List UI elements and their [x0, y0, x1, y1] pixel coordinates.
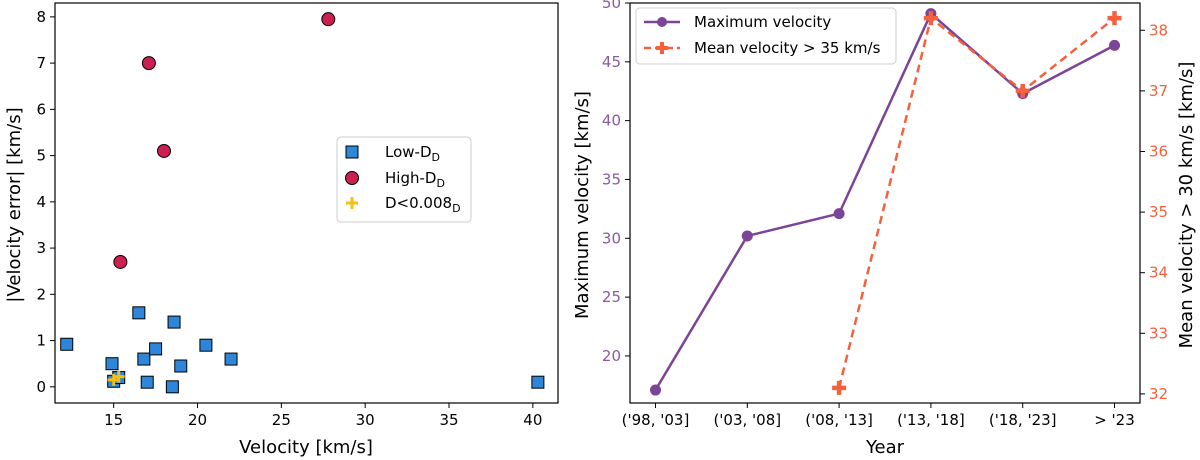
scatter-point-dd-threshold — [112, 370, 125, 383]
data-point-max-velocity — [833, 208, 845, 220]
scatter-point-high-dd — [321, 12, 336, 27]
line-x-axis-title: Year — [865, 437, 905, 458]
line-left-y-tick-label: 20 — [602, 347, 621, 365]
scatter-point-low-dd — [132, 306, 146, 320]
legend-marker-dd-threshold — [346, 197, 358, 209]
line-left-y-tick-label: 45 — [602, 53, 621, 71]
legend-marker-low-dd — [345, 145, 359, 159]
scatter-y-tick-label: 6 — [36, 100, 46, 118]
scatter-x-tick-label: 30 — [356, 411, 375, 429]
data-point-max-velocity — [1109, 39, 1120, 51]
line-right-y-tick-label: 33 — [1149, 324, 1168, 342]
scatter-point-high-dd — [156, 143, 171, 158]
line-right-y-tick-label: 35 — [1149, 203, 1168, 221]
legend-label-dd-threshold: D<0.008D — [385, 194, 461, 215]
line-x-tick-label: ('08, '13] — [805, 411, 873, 429]
scatter-point-low-dd — [140, 375, 154, 389]
scatter-y-axis-title: |Velocity error| [km/s] — [4, 107, 25, 302]
scatter-point-low-dd — [224, 352, 238, 366]
line-x-tick-label: ('03, '08] — [713, 411, 781, 429]
line-legend-box — [635, 7, 897, 65]
line-left-y-tick-label: 35 — [602, 170, 621, 188]
series-line-mean-velocity — [837, 15, 1116, 389]
line-left-y-tick-label: 25 — [602, 288, 621, 306]
line-right-y-axis-title: Mean velocity > 30 km/s [km/s] — [1176, 62, 1197, 349]
scatter-point-low-dd — [60, 337, 74, 351]
scatter-y-tick-label: 4 — [36, 193, 46, 211]
data-point-mean-velocity — [923, 11, 938, 26]
scatter-y-tick-label: 8 — [36, 8, 46, 26]
scatter-point-low-dd — [165, 380, 179, 394]
legend-label-high-dd: High-DD — [385, 169, 445, 190]
line-plot-frame — [629, 2, 1141, 404]
scatter-plot-frame — [54, 2, 559, 404]
data-point-max-velocity — [650, 384, 661, 396]
legend-label-mean-velocity: Mean velocity > 35 km/s — [694, 39, 881, 57]
line-right-y-tick-label: 37 — [1149, 82, 1168, 100]
legend-marker-mean-velocity — [656, 42, 668, 54]
scatter-legend: Low-DD High-DD D<0.008D — [336, 136, 472, 223]
data-point-mean-velocity — [1015, 83, 1030, 98]
line-right-y-ticks: 32 33 34 35 36 37 38 — [1140, 21, 1168, 403]
line-right-y-tick-label: 32 — [1149, 385, 1168, 403]
line-x-tick-label: ('18, '23] — [989, 411, 1057, 429]
data-point-mean-velocity — [1107, 11, 1122, 26]
line-series — [650, 8, 1122, 396]
scatter-y-tick-label: 3 — [36, 239, 46, 257]
scatter-x-axis-title: Velocity [km/s] — [239, 437, 373, 458]
scatter-y-tick-label: 1 — [36, 332, 46, 350]
legend-label-low-dd: Low-DD — [385, 143, 440, 164]
scatter-x-tick-label: 40 — [523, 411, 542, 429]
scatter-point-low-dd — [137, 352, 151, 366]
scatter-point-low-dd — [199, 338, 213, 352]
legend-marker-high-dd — [345, 171, 359, 185]
scatter-x-tick-label: 15 — [104, 411, 123, 429]
scatter-x-ticks: 15 20 25 30 35 40 — [104, 403, 542, 429]
scatter-point-low-dd — [167, 315, 181, 329]
data-point-max-velocity — [741, 230, 753, 242]
scatter-point-low-dd — [174, 359, 188, 373]
line-right-y-tick-label: 36 — [1149, 142, 1168, 160]
series-line-max-velocity — [654, 11, 1116, 391]
line-panel: ('98, '03] ('03, '08] ('08, '13] ('13, '18]… — [572, 0, 1197, 458]
line-x-tick-label: ('98, '03] — [622, 411, 690, 429]
scatter-y-tick-label: 2 — [36, 285, 46, 303]
line-x-ticks: ('98, '03] ('03, '08] ('08, '13] ('13, '18]… — [622, 403, 1135, 429]
scatter-panel: 15 20 25 30 35 40 0 1 2 3 4 5 6 7 8 Velocity [km/s] |… — [4, 2, 559, 458]
legend-label-max-velocity: Maximum velocity — [694, 13, 831, 31]
scatter-x-tick-label: 35 — [439, 411, 458, 429]
scatter-point-low-dd — [149, 342, 163, 356]
scatter-y-ticks: 0 1 2 3 4 5 6 7 8 — [36, 8, 55, 396]
line-right-y-tick-label: 38 — [1149, 21, 1168, 39]
data-point-mean-velocity — [832, 380, 847, 395]
line-left-y-tick-label: 40 — [602, 112, 621, 130]
scatter-y-tick-label: 0 — [36, 378, 46, 396]
scatter-x-tick-label: 25 — [272, 411, 291, 429]
scatter-point-low-dd — [531, 375, 545, 389]
line-left-y-tick-label: 50 — [602, 0, 621, 12]
scatter-legend-box — [336, 136, 472, 223]
line-right-y-tick-label: 34 — [1149, 264, 1168, 282]
scatter-y-tick-label: 5 — [36, 147, 46, 165]
legend-marker-max-velocity — [657, 17, 667, 27]
line-x-tick-label: > '23 — [1094, 411, 1135, 429]
scatter-point-high-dd — [113, 254, 128, 269]
scatter-x-tick-label: 20 — [188, 411, 207, 429]
line-left-y-tick-label: 30 — [602, 229, 621, 247]
scatter-y-tick-label: 7 — [36, 54, 46, 72]
scatter-point-high-dd — [141, 56, 156, 71]
scatter-point-low-dd — [105, 357, 119, 371]
scatter-points — [60, 12, 545, 394]
line-legend: Maximum velocity Mean velocity > 35 km/s — [635, 7, 897, 65]
line-left-y-ticks: 20 25 30 35 40 45 50 — [602, 0, 630, 365]
line-x-tick-label: ('13, '18] — [897, 411, 965, 429]
line-left-y-axis-title: Maximum velocity [km/s] — [572, 91, 593, 319]
